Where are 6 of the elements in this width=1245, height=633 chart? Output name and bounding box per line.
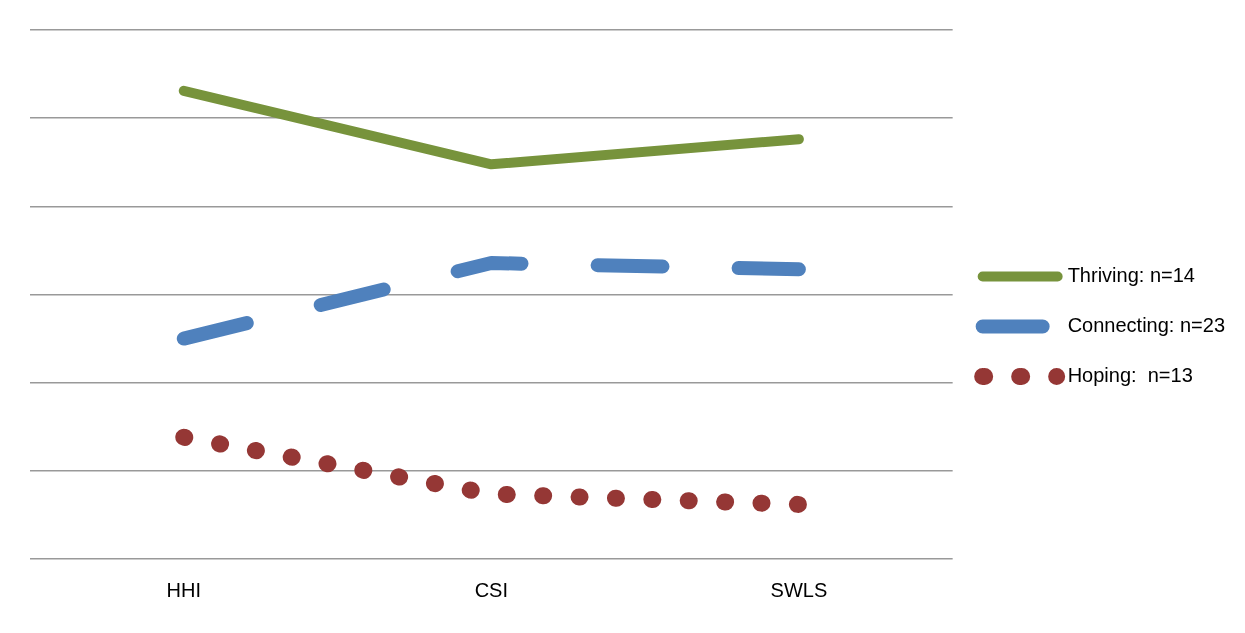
x-tick-label: SWLS bbox=[770, 578, 828, 601]
legend-label: Hoping: n=13 bbox=[1067, 364, 1193, 387]
x-tick-label: HHI bbox=[166, 578, 201, 601]
legend-label: Connecting: n=23 bbox=[1067, 314, 1225, 337]
x-tick-label: CSI bbox=[474, 578, 508, 601]
legend-label: Thriving: n=14 bbox=[1067, 264, 1195, 287]
